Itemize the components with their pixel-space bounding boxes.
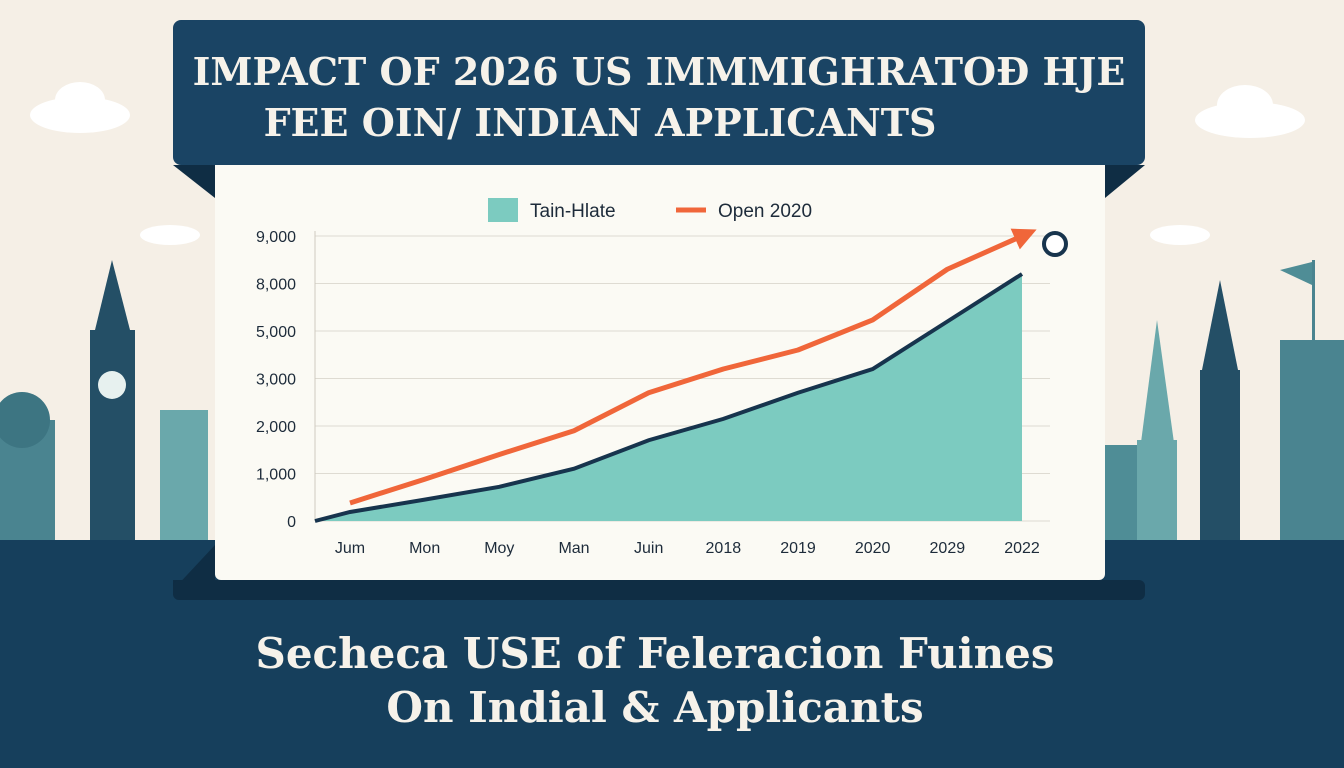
y-tick-label: 3,000 (256, 372, 296, 389)
x-tick-label: 2029 (930, 540, 966, 557)
x-tick-label: 2019 (780, 540, 816, 557)
banner-fold (1105, 165, 1145, 198)
x-tick-label: Jum (335, 540, 365, 557)
clouds (30, 82, 1305, 245)
banner (173, 20, 1145, 165)
x-tick-label: Juin (634, 540, 663, 557)
x-tick-label: Mon (409, 540, 440, 557)
panel-fold (173, 545, 215, 590)
title-line: IMPACT OF 2026 US IMMMIGHRATOÐ HJE (193, 49, 1126, 94)
banner-fold (173, 165, 215, 198)
title-line: FEE OIN/ INDIAN APPLICANTS (264, 100, 937, 145)
area (315, 274, 1022, 521)
legend-label: Tain-Hlate (530, 201, 616, 222)
legend-swatch (488, 198, 518, 222)
x-tick-label: Moy (484, 540, 514, 557)
skyline-left (0, 260, 208, 550)
y-tick-label: 0 (287, 514, 296, 531)
y-tick-label: 1,000 (256, 467, 296, 484)
plot: 0 1,000 2,000 3,000 5,000 8,000 9,000 Jum Mon Moy… (256, 198, 1068, 557)
x-tick-label: 2018 (706, 540, 742, 557)
subtitle-line: Secheca USE of Feleracion Fuines (255, 629, 1054, 678)
subtitle-line: On Indial & Applicants (386, 683, 923, 732)
arrow-head (1010, 228, 1037, 250)
x-tick-label: 2022 (1004, 540, 1040, 557)
area-edge (314, 272, 1024, 523)
legend-label: Open 2020 (718, 201, 812, 222)
x-tick-label: 2020 (855, 540, 891, 557)
panel-shadow (173, 580, 1145, 600)
y-tick-label: 8,000 (256, 277, 296, 294)
y-tick-label: 2,000 (256, 419, 296, 436)
y-tick-label: 9,000 (256, 229, 296, 246)
line (349, 233, 1024, 506)
end-marker (1042, 231, 1068, 257)
x-tick-label: Man (558, 540, 589, 557)
y-tick-label: 5,000 (256, 324, 296, 341)
skyline-right (1105, 260, 1344, 555)
